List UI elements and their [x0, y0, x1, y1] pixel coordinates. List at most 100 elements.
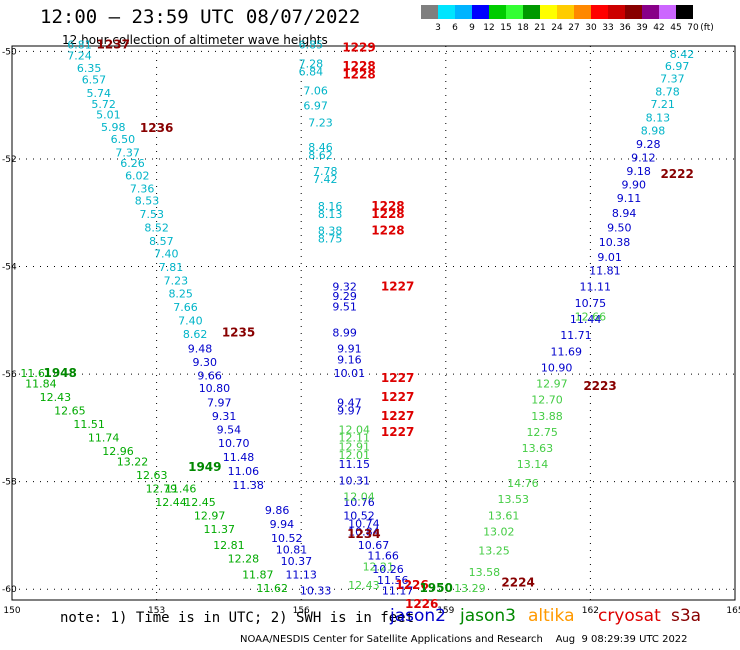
wave-height-value: 12.75 [526, 426, 558, 439]
wave-height-value: 8.16 [318, 200, 343, 213]
wave-height-value: 7.81 [159, 261, 184, 274]
wave-height-value: 9.16 [337, 353, 362, 366]
wave-height-value: 12.04 [338, 423, 370, 436]
color-scale-label: 70 [687, 23, 699, 33]
color-scale-label: 12 [483, 23, 495, 33]
wave-height-value: 11.84 [25, 378, 57, 391]
satellite-legend-s3a: s3a [671, 606, 702, 626]
satellite-legend-jason3: jason3 [460, 606, 516, 626]
lat-tick-label: -50 [2, 47, 17, 57]
credit-line: NOAA/NESDIS Center for Satellite Applica… [240, 634, 688, 645]
pass-time-label: 1234 [347, 527, 380, 541]
wave-height-value: 5.74 [87, 87, 112, 100]
wave-height-value: 12.66 [575, 310, 607, 323]
pass-time-label: 1227 [381, 425, 414, 439]
color-swatch [489, 5, 506, 19]
wave-height-value: 10.70 [218, 437, 250, 450]
wave-height-value: 13.63 [522, 442, 554, 455]
wave-height-value: 9.01 [597, 251, 622, 264]
color-swatch [438, 5, 455, 19]
color-scale-label: 6 [452, 23, 458, 33]
pass-time-label: 1227 [381, 390, 414, 404]
wave-height-value: 7.66 [173, 301, 198, 314]
wave-height-value: 11.44 [570, 313, 602, 326]
satellite-legend-jason2: jason2 [390, 606, 446, 626]
wave-height-value: 12.04 [343, 490, 375, 503]
lon-tick-label: 165 [726, 606, 740, 616]
wave-height-value: 8.98 [641, 125, 666, 138]
wave-height-value: 12.28 [228, 552, 260, 565]
wave-height-value: 12.70 [531, 394, 563, 407]
color-scale-label: 39 [636, 23, 648, 33]
pass-time-label: 1228 [371, 199, 404, 213]
wave-height-value: 9.11 [617, 192, 642, 205]
wave-height-value: 11.13 [285, 568, 317, 581]
wave-height-value: 12.43 [40, 391, 72, 404]
wave-height-value: 7.37 [115, 146, 140, 159]
color-scale-label: 45 [670, 23, 682, 33]
lon-tick-label: 153 [148, 606, 165, 616]
color-swatch [659, 5, 676, 19]
wave-height-value: 9.12 [631, 152, 656, 165]
color-scale-label: 15 [500, 23, 512, 33]
color-scale-label: 18 [517, 23, 529, 33]
lat-tick-label: -58 [2, 478, 17, 488]
wave-height-value: 7.53 [140, 208, 165, 221]
satellite-legend-cryosat: cryosat [598, 606, 661, 626]
color-swatch [608, 5, 625, 19]
wave-height-value: 12.91 [338, 440, 370, 453]
color-swatch [642, 5, 659, 19]
wave-height-value: 6.57 [82, 74, 107, 87]
pass-time-label: 1948 [43, 366, 76, 380]
wave-height-value: 13.61 [488, 509, 520, 522]
wave-height-value: 9.28 [636, 138, 661, 151]
wave-height-value: 7.37 [660, 73, 685, 86]
wave-height-value: 9.50 [607, 222, 632, 235]
wave-height-value: 10.74 [348, 517, 380, 530]
color-swatch [574, 5, 591, 19]
lon-tick-label: 159 [437, 606, 454, 616]
wave-height-value: 13.58 [469, 566, 501, 579]
wave-height-value: 9.31 [212, 410, 237, 423]
wave-height-value: 11.81 [589, 265, 621, 278]
pass-time-label: 1227 [381, 409, 414, 423]
lon-tick-label: 156 [293, 606, 310, 616]
pass-time-label: 1229 [342, 40, 375, 54]
wave-height-value: 13.14 [517, 458, 549, 471]
color-swatch [557, 5, 574, 19]
wave-height-value: 11.06 [228, 465, 260, 478]
color-swatch [506, 5, 523, 19]
color-scale-label: 30 [585, 23, 597, 33]
pass-time-label: 1237 [97, 38, 130, 52]
wave-height-value: 12.65 [54, 404, 86, 417]
wave-height-value: 8.25 [168, 288, 193, 301]
wave-height-value: 10.75 [575, 297, 607, 310]
wave-height-value: 5.72 [91, 98, 116, 111]
color-swatch [523, 5, 540, 19]
wave-height-value: 9.30 [193, 356, 218, 369]
wave-height-value: 8.62 [183, 328, 208, 341]
wave-height-value: 10.52 [271, 532, 303, 545]
wave-height-value: 12.97 [194, 509, 226, 522]
pass-time-label: 1228 [371, 223, 404, 237]
color-scale-label: 21 [534, 23, 546, 33]
wave-height-value: 13.29 [454, 582, 486, 595]
pass-time-label: 1949 [188, 460, 221, 474]
color-scale-label: 42 [653, 23, 665, 33]
lon-tick-label: 162 [582, 606, 599, 616]
wave-height-value: 11.87 [242, 568, 274, 581]
map-frame [11, 45, 736, 601]
pass-time-label: 1227 [381, 371, 414, 385]
wave-height-value: 13.25 [478, 544, 510, 557]
pass-time-label: 1226 [395, 578, 428, 592]
wave-height-value: 11.66 [367, 550, 399, 563]
pass-time-label: 1228 [342, 59, 375, 73]
color-swatch [676, 5, 693, 19]
color-scale-label: 36 [619, 23, 631, 33]
color-scale-label: 3 [435, 23, 441, 33]
lat-tick-label: -52 [2, 155, 17, 165]
wave-height-value: 6.35 [77, 62, 102, 75]
wave-height-value: 9.66 [197, 369, 222, 382]
wave-height-value: 12.96 [102, 445, 134, 458]
